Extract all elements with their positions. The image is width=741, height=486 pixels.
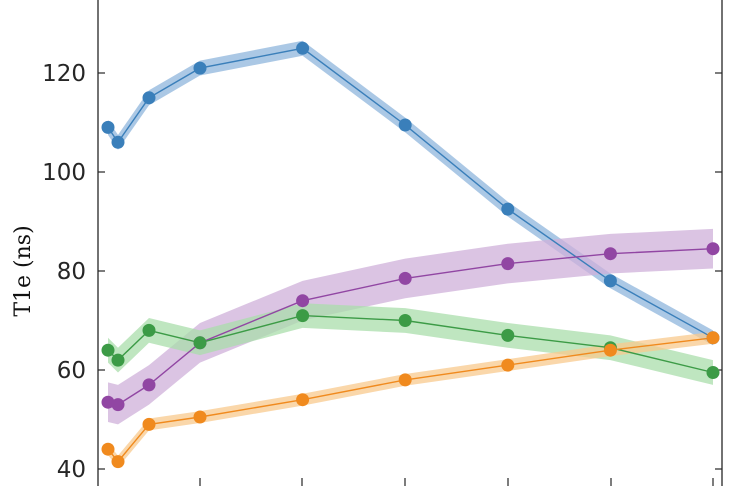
y-tick-label: 40 <box>57 457 86 483</box>
y-tick-label: 80 <box>57 259 86 285</box>
series-1-point <box>193 61 207 75</box>
series-2-point <box>501 257 515 271</box>
series-4-point <box>101 442 115 456</box>
series-2-point <box>398 271 412 285</box>
series-4-point <box>296 393 310 407</box>
y-tick-label: 100 <box>42 160 86 186</box>
y-tick-labels: 40 60 80 100 120 <box>42 61 86 483</box>
series-1-point <box>111 135 125 149</box>
series-4-point <box>142 417 156 431</box>
series-2-point <box>101 395 115 409</box>
series-3-point <box>111 353 125 367</box>
series-4-point <box>398 373 412 387</box>
series-4-point <box>501 358 515 372</box>
data-points <box>101 41 720 469</box>
y-axis-label: T1e (ns) <box>11 225 36 316</box>
series-3-point <box>142 323 156 337</box>
series-2-point <box>296 294 310 308</box>
series-4-point <box>706 331 720 345</box>
series-2-point <box>706 242 720 256</box>
series-1-point <box>142 91 156 105</box>
series-3-point <box>706 366 720 379</box>
series-3-point <box>501 328 515 342</box>
series-4-point <box>193 410 207 424</box>
series-4-point <box>603 343 617 357</box>
series-3-point <box>398 314 412 327</box>
series-3-point <box>193 336 207 350</box>
y-tick-label: 120 <box>42 61 86 87</box>
series-3-band <box>108 303 713 385</box>
confidence-bands <box>108 40 713 468</box>
series-1-point <box>603 274 617 288</box>
series-2-band <box>108 228 713 425</box>
series-2-point <box>142 378 156 392</box>
series-3-point <box>296 309 310 323</box>
series-3-point <box>101 343 115 357</box>
series-1-point <box>101 120 115 134</box>
series-1-point <box>398 118 412 132</box>
series-1-band <box>108 40 713 346</box>
y-tick-label: 60 <box>57 358 86 384</box>
series-1-point <box>296 41 310 55</box>
series-2-point <box>111 398 125 412</box>
series-4-point <box>111 455 125 469</box>
series-1-point <box>501 202 515 216</box>
series-2-point <box>603 247 617 261</box>
